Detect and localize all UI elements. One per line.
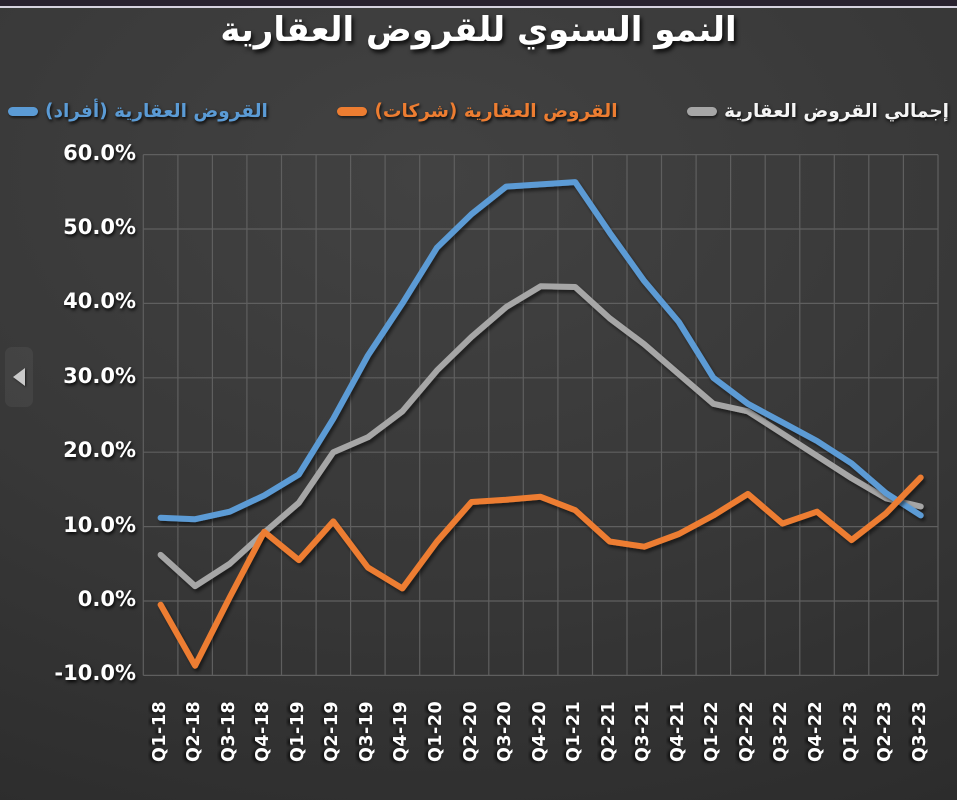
legend-label-individuals: القروض العقارية (أفراد) xyxy=(45,100,268,122)
x-axis-tick-label: Q4-21 xyxy=(667,700,688,762)
legend-item-companies[interactable]: القروض العقارية (شركات) xyxy=(337,100,618,122)
left-arrow-icon xyxy=(13,368,25,386)
legend-swatch-total-icon xyxy=(687,106,718,116)
legend-item-individuals[interactable]: القروض العقارية (أفراد) xyxy=(8,101,268,122)
series-line-total xyxy=(157,283,924,590)
series-line-companies xyxy=(157,474,924,669)
x-axis-tick-label: Q3-21 xyxy=(633,700,654,762)
chart-title: النمو السنوي للقروض العقارية xyxy=(220,10,737,50)
y-axis-tick-label: 60.0% xyxy=(63,140,136,165)
x-axis-tick-label: Q2-23 xyxy=(875,700,896,762)
x-axis-tick-label: Q4-19 xyxy=(391,700,412,762)
series-lines xyxy=(157,179,924,669)
collapse-panel-handle[interactable] xyxy=(5,347,33,407)
x-axis-tick-label: Q3-20 xyxy=(495,700,516,762)
series-line-individuals xyxy=(157,179,924,523)
x-axis-tick-label: Q4-18 xyxy=(253,700,274,762)
legend-swatch-individuals-icon xyxy=(8,106,38,116)
x-axis-tick-label: Q4-22 xyxy=(806,700,827,762)
x-axis-tick-label: Q3-19 xyxy=(356,700,377,762)
y-axis-tick-label: 0.0% xyxy=(77,587,136,611)
x-axis-tick-label: Q2-21 xyxy=(598,700,619,762)
x-axis-tick-label: Q3-22 xyxy=(771,700,792,762)
legend-item-total[interactable]: إجمالي القروض العقارية xyxy=(687,101,949,122)
x-axis-tick-label: Q2-20 xyxy=(460,700,481,762)
x-axis-tick-label: Q1-19 xyxy=(287,700,308,762)
y-axis-tick-label: 40.0% xyxy=(63,289,136,314)
chart-legend: إجمالي القروض العقارية القروض العقارية (… xyxy=(8,94,949,128)
x-axis-tick-label: Q2-18 xyxy=(184,700,205,762)
x-axis-tick-label: Q1-23 xyxy=(840,700,861,762)
x-axis-tick-label: Q1-22 xyxy=(702,700,723,762)
legend-swatch-companies-icon xyxy=(337,106,368,116)
x-axis-tick-label: Q1-20 xyxy=(425,700,446,762)
y-axis-tick-label: 10.0% xyxy=(63,512,136,537)
x-axis-tick-label: Q3-18 xyxy=(218,700,239,762)
x-axis-tick-label: Q2-19 xyxy=(322,700,343,762)
legend-label-total: إجمالي القروض العقارية xyxy=(724,100,949,122)
y-axis-tick-label: 50.0% xyxy=(63,215,136,239)
y-axis-tick-label: -10.0% xyxy=(54,661,136,686)
top-window-strip xyxy=(0,0,957,8)
x-axis-tick-label: Q1-21 xyxy=(564,700,585,762)
y-axis-tick-label: 30.0% xyxy=(63,363,136,388)
x-axis-tick-label: Q1-18 xyxy=(149,700,170,762)
x-axis-tick-label: Q4-20 xyxy=(529,700,550,762)
gridlines xyxy=(142,154,939,677)
y-axis-tick-label: 20.0% xyxy=(63,438,136,463)
legend-label-companies: القروض العقارية (شركات) xyxy=(374,100,618,122)
x-axis-tick-label: Q2-22 xyxy=(736,700,757,762)
x-axis-tick-label: Q3-23 xyxy=(909,700,930,762)
